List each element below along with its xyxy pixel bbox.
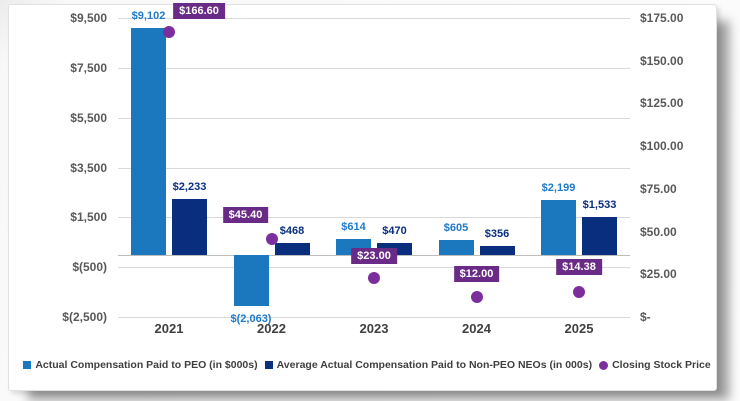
x-axis-label-2021: 2021 bbox=[154, 321, 184, 336]
stock-price-label-2021: $166.60 bbox=[173, 3, 225, 20]
gridline bbox=[118, 67, 630, 69]
peo-bar-label-2024: $605 bbox=[443, 221, 469, 234]
legend-label-non-peo: Average Actual Compensation Paid to Non-… bbox=[276, 359, 593, 371]
left-axis-tick: $1,500 bbox=[70, 210, 107, 225]
gridline bbox=[118, 117, 630, 119]
legend-item-peo: Actual Compensation Paid to PEO (in $000… bbox=[23, 359, 258, 371]
peo-bar-2021 bbox=[131, 27, 166, 255]
peo-series-swatch-icon bbox=[23, 361, 32, 369]
gridline bbox=[118, 167, 630, 169]
peo-bar-label-2025: $2,199 bbox=[541, 181, 576, 194]
right-axis-tick: $150.00 bbox=[640, 53, 684, 68]
right-axis-tick: $75.00 bbox=[640, 181, 677, 196]
left-axis-tick: $9,500 bbox=[70, 11, 107, 25]
legend-item-non-peo: Average Actual Compensation Paid to Non-… bbox=[264, 359, 593, 371]
right-axis-tick: $50.00 bbox=[640, 224, 677, 239]
stock-price-label-2024: $12.00 bbox=[453, 265, 500, 282]
non-peo-bar-label-2024: $356 bbox=[484, 227, 510, 240]
right-axis-tick: $25.00 bbox=[640, 267, 677, 282]
left-axis-tick: $5,500 bbox=[70, 110, 107, 125]
stock-price-dot-2021 bbox=[163, 26, 175, 39]
x-axis-label-2024: 2024 bbox=[462, 321, 491, 336]
non-peo-bar-label-2023: $470 bbox=[382, 225, 407, 237]
non-peo-bar-label-2021: $2,233 bbox=[172, 181, 207, 194]
right-axis-tick: $175.00 bbox=[640, 11, 684, 25]
stock-price-dot-2023 bbox=[368, 271, 380, 284]
left-axis-tick: $(500) bbox=[72, 260, 107, 275]
non-peo-bar-label-2022: $468 bbox=[279, 225, 305, 237]
peo-bar-2025 bbox=[541, 199, 576, 255]
stock-price-dot-2024 bbox=[470, 290, 483, 303]
peo-bar-label-2021: $9,102 bbox=[131, 9, 166, 22]
x-axis-label-2022: 2022 bbox=[257, 321, 286, 336]
peo-bar-2022 bbox=[233, 254, 269, 307]
stock-price-dot-2025 bbox=[573, 286, 585, 299]
peo-bar-label-2022: $(2,063) bbox=[230, 313, 272, 326]
left-axis-tick: $3,500 bbox=[70, 160, 107, 175]
non-peo-bar-2022 bbox=[274, 243, 310, 255]
gridline bbox=[118, 217, 630, 219]
gridline bbox=[118, 267, 630, 269]
right-axis-tick: $- bbox=[640, 310, 651, 324]
non-peo-bar-2025 bbox=[582, 216, 617, 255]
gridline bbox=[118, 317, 630, 318]
right-axis-tick: $100.00 bbox=[640, 139, 684, 154]
stock-price-label-2023: $23.00 bbox=[351, 247, 397, 264]
legend-label-peo: Actual Compensation Paid to PEO (in $000… bbox=[35, 359, 258, 371]
stock-price-label-2022: $45.40 bbox=[222, 207, 269, 224]
x-axis-label-2023: 2023 bbox=[359, 321, 389, 336]
stock-price-label-2025: $14.38 bbox=[556, 259, 602, 276]
stock-price-series-swatch-icon bbox=[599, 360, 609, 370]
legend-label-stock-price: Closing Stock Price bbox=[612, 359, 711, 371]
left-axis-tick: $(2,500) bbox=[62, 310, 107, 324]
peo-bar-2024 bbox=[438, 239, 474, 255]
non-peo-bar-2024 bbox=[479, 245, 515, 255]
stock-price-dot-2022 bbox=[265, 233, 278, 246]
non-peo-bar-2021 bbox=[172, 199, 207, 255]
right-axis-tick: $125.00 bbox=[640, 96, 684, 111]
legend: Actual Compensation Paid to PEO (in $000… bbox=[12, 359, 722, 371]
non-peo-series-swatch-icon bbox=[264, 361, 273, 369]
peo-bar-label-2023: $614 bbox=[341, 221, 366, 234]
x-axis-label-2025: 2025 bbox=[564, 321, 594, 336]
gridline bbox=[118, 18, 630, 19]
non-peo-bar-label-2025: $1,533 bbox=[582, 198, 617, 211]
left-axis-tick: $7,500 bbox=[70, 60, 107, 75]
legend-item-stock-price: Closing Stock Price bbox=[599, 359, 711, 371]
